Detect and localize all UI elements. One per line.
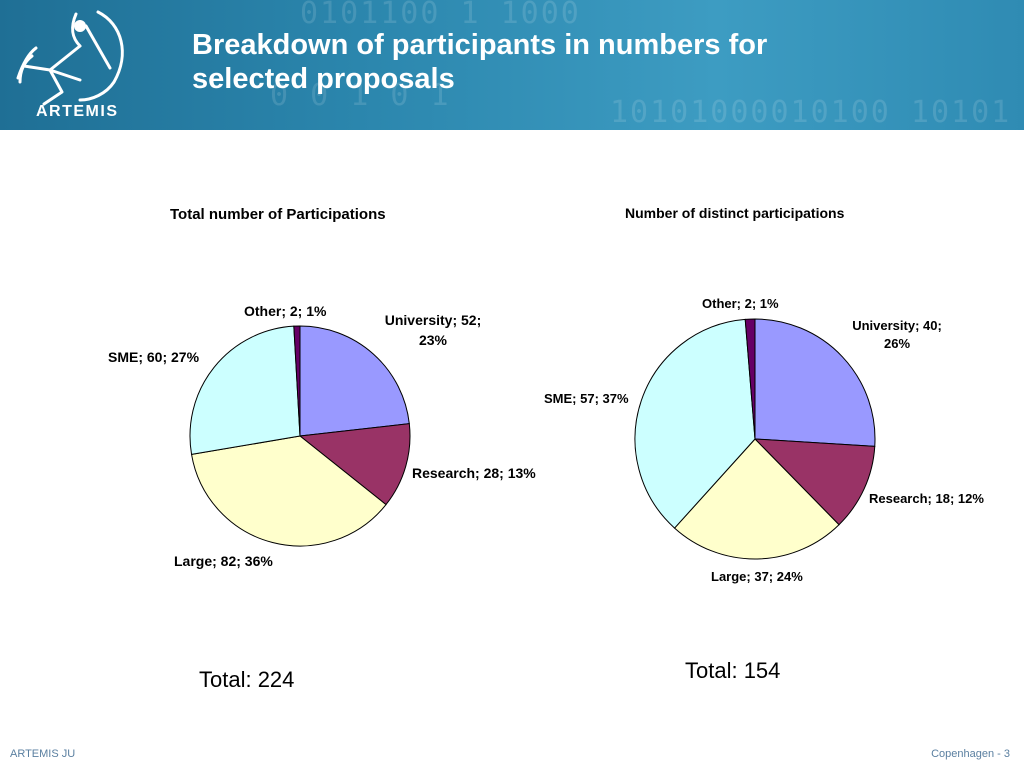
chart1-total: Total: 224	[199, 667, 295, 692]
chart2-title: Number of distinct participations	[625, 205, 845, 221]
chart2-slice-university	[754, 318, 876, 447]
chart1-label-sme: SME; 60; 27%	[108, 349, 200, 365]
chart1-label-other: Other; 2; 1%	[244, 303, 327, 319]
artemis-archer-logo-icon	[16, 10, 124, 106]
logo-text: ARTEMIS	[36, 103, 119, 120]
chart2-slice-other	[744, 318, 756, 440]
page-title: Breakdown of participants in numbers for…	[192, 28, 952, 96]
chart2-label-sme: SME; 57; 37%	[544, 391, 629, 406]
binary-background-text: 10101000010100 10101	[610, 95, 1012, 130]
chart1-slice-sme	[189, 325, 301, 456]
chart2-label-other: Other; 2; 1%	[702, 296, 779, 311]
binary-background-text: 0 0 1 0 1	[270, 78, 451, 113]
chart2-label-large: Large; 37; 24%	[711, 569, 803, 584]
footer-org: ARTEMIS JU	[10, 748, 76, 760]
chart2-slice-sme	[634, 318, 756, 529]
chart2-label-university: University; 40; 26%	[852, 318, 942, 352]
chart1-title: Total number of Participations	[170, 206, 386, 223]
chart2-label-research: Research; 18; 12%	[869, 491, 984, 506]
binary-background-text: 0101100 1 1000	[300, 0, 581, 31]
chart1-label-large: Large; 82; 36%	[174, 553, 273, 569]
page-title-line2: selected proposals	[192, 63, 455, 95]
chart1-slice-university	[299, 325, 410, 437]
chart1-label-research: Research; 28; 13%	[412, 465, 536, 481]
chart2-slice-research	[753, 438, 876, 526]
chart1-slice-research	[298, 423, 411, 506]
header-banner: 0101100 1 1000 10101000010100 10101 0 0 …	[0, 0, 1024, 130]
page-title-line1: Breakdown of participants in numbers for	[192, 29, 768, 61]
footer-location-page: Copenhagen - 3	[931, 748, 1010, 760]
chart1-slice-large	[190, 435, 387, 547]
chart2-total: Total: 154	[685, 658, 781, 683]
chart2-slice-large	[673, 438, 840, 560]
chart1-label-university: University; 52; 23%	[384, 312, 482, 348]
chart1-slice-other	[293, 325, 301, 437]
